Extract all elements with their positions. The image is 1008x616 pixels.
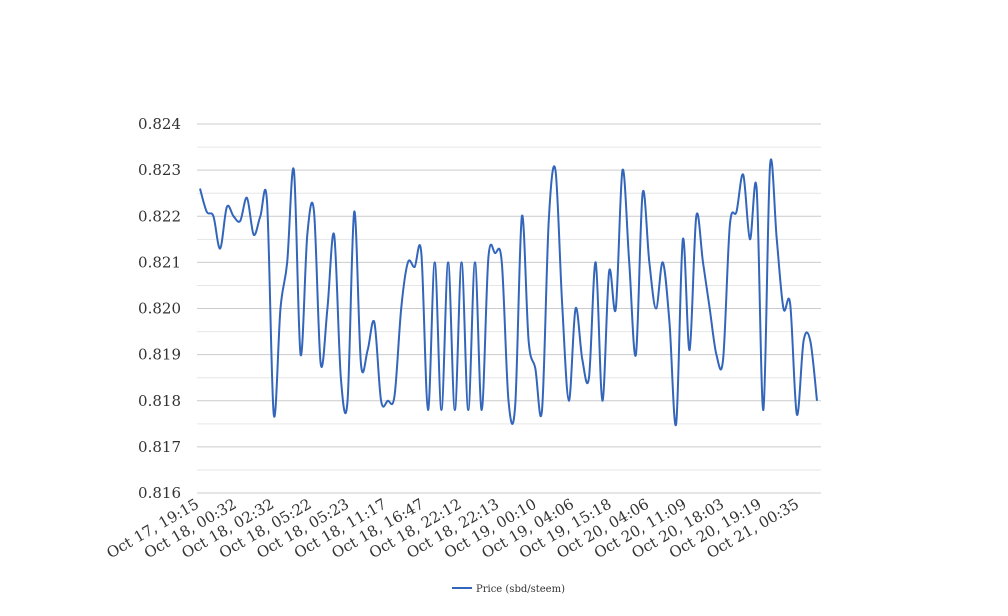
y-axis-ticks: 0.816 0.817 0.818 0.819 0.820 0.821 0.822 0.823… <box>138 115 181 502</box>
y-tick-label: 0.822 <box>138 207 181 225</box>
legend[interactable]: Price (sbd/steem) <box>452 584 565 595</box>
grid-lines <box>197 123 821 494</box>
y-tick-label: 0.818 <box>138 392 181 410</box>
y-tick-label: 0.824 <box>138 115 181 133</box>
y-tick-label: 0.816 <box>138 484 181 502</box>
legend-label: Price (sbd/steem) <box>476 584 565 595</box>
y-tick-label: 0.819 <box>138 346 181 364</box>
series-line-price <box>199 158 818 427</box>
y-tick-label: 0.823 <box>138 161 181 179</box>
y-tick-label: 0.821 <box>138 253 181 271</box>
series-layer <box>199 158 818 427</box>
y-tick-label: 0.817 <box>138 438 181 456</box>
y-tick-label: 0.820 <box>138 300 181 318</box>
